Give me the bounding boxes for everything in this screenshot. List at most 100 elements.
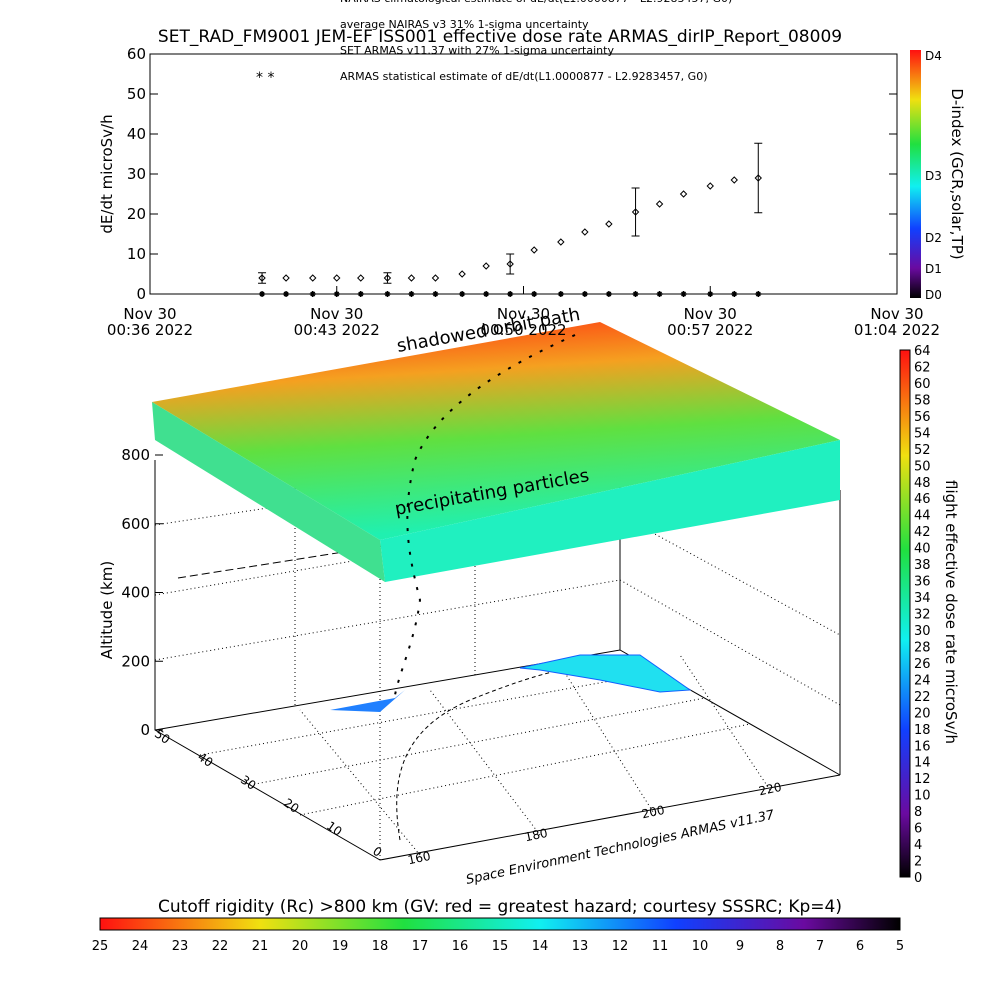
point <box>333 291 340 297</box>
colorbar-tick-label: 5 <box>896 939 904 954</box>
point <box>581 228 589 236</box>
colorbar-tick-label: 6 <box>914 822 922 837</box>
y-tick-label: 30 <box>127 165 146 183</box>
point <box>581 291 588 297</box>
point <box>357 274 365 282</box>
point <box>530 246 538 254</box>
rigidity-colorbar <box>99 917 901 931</box>
colorbar-tick-label: 13 <box>572 939 589 954</box>
point <box>655 200 664 208</box>
colorbar-tick-label: 58 <box>914 393 931 408</box>
dose-layer-top <box>152 322 840 540</box>
colorbar-tick-label: 2 <box>914 855 922 870</box>
colorbar-label: Cutoff rigidity (Rc) >800 km (GV: red = … <box>158 897 842 917</box>
colorbar-tick-label: 22 <box>914 690 931 705</box>
y-tick-label: 30 <box>238 773 259 793</box>
z-tick-label: 600 <box>121 515 150 533</box>
point <box>431 274 440 282</box>
point <box>432 291 439 297</box>
colorbar-tick-label: 23 <box>172 939 189 954</box>
y-tick-label: 10 <box>324 819 345 839</box>
dose-layer-front <box>380 440 840 582</box>
point <box>482 262 490 270</box>
grid-line <box>299 723 751 816</box>
colorbar-tick-label: 24 <box>132 939 149 954</box>
grid-line <box>299 709 421 856</box>
precipitation-region <box>519 654 692 693</box>
point <box>679 190 688 198</box>
z-tick-label: 0 <box>140 721 150 739</box>
point <box>632 291 639 297</box>
orbit-ground-track <box>396 669 561 841</box>
colorbar-tick-label: 62 <box>914 360 931 375</box>
colorbar-tick-label: D0 <box>925 288 942 302</box>
error-bar <box>631 187 640 237</box>
colorbar-tick-label: 6 <box>856 939 864 954</box>
y-tick-label: 0 <box>370 844 384 860</box>
colorbar-tick-label: 24 <box>914 673 931 688</box>
legend-symbol: * * <box>256 70 274 86</box>
x-tick-label: 160 <box>407 849 432 867</box>
colorbar-tick-label: 14 <box>532 939 549 954</box>
colorbar-tick-label: 8 <box>776 939 784 954</box>
point <box>557 291 564 297</box>
colorbar-tick-label: 11 <box>652 939 669 954</box>
colorbar-tick-label: 22 <box>212 939 229 954</box>
d-index-colorbar <box>910 50 921 298</box>
colorbar-tick-label: 7 <box>816 939 824 954</box>
colorbar-tick-label: 16 <box>914 739 931 754</box>
point <box>283 291 290 297</box>
legend-entry: SET ARMAS v11.37 with 27% 1-sigma uncert… <box>340 44 614 57</box>
error-bar <box>258 272 267 284</box>
y-tick-label: 40 <box>127 125 146 143</box>
error-bar <box>506 253 515 275</box>
colorbar-tick-label: 9 <box>736 939 744 954</box>
point <box>707 291 714 297</box>
grid-line <box>559 664 656 816</box>
grid-line <box>154 579 621 661</box>
colorbar-tick-label: 26 <box>914 657 931 672</box>
point <box>282 274 290 282</box>
colorbar-tick-label: 50 <box>914 459 931 474</box>
y-axis-label: dE/dt microSv/h <box>98 114 116 233</box>
colorbar-tick-label: 12 <box>914 772 931 787</box>
colorbar-tick-label: 52 <box>914 443 931 458</box>
y-tick-label: 50 <box>127 85 146 103</box>
annotation: Space Environment Technologies ARMAS v11… <box>465 808 777 888</box>
colorbar-tick-label: 16 <box>452 939 469 954</box>
point <box>333 274 341 282</box>
colorbar-tick-label: 64 <box>914 344 931 359</box>
colorbar-tick-label: 30 <box>914 624 931 639</box>
colorbar-tick-label: 14 <box>914 756 931 771</box>
x-tick-label: 220 <box>758 780 783 798</box>
colorbar-tick-label: 21 <box>252 939 269 954</box>
point <box>408 291 415 297</box>
colorbar-tick-label: 20 <box>914 706 931 721</box>
point <box>731 291 738 297</box>
point <box>706 182 714 190</box>
grid-line <box>619 514 841 636</box>
point <box>459 291 466 297</box>
point <box>407 274 416 282</box>
x-tick-label: Nov 30 01:04 2022 <box>853 305 941 339</box>
colorbar-tick-label: 32 <box>914 608 931 623</box>
colorbar-tick-label: 42 <box>914 525 931 540</box>
x-tick-label: Nov 30 00:36 2022 <box>106 305 194 339</box>
dose-layer-side <box>152 402 385 582</box>
orbit-path <box>394 334 576 696</box>
grid-3d <box>154 440 841 856</box>
point <box>259 291 266 297</box>
colorbar-label: flight effective dose rate microSv/h <box>942 480 960 744</box>
colorbar-tick-label: 34 <box>914 591 931 606</box>
colorbar-tick-label: 44 <box>914 509 931 524</box>
point <box>755 291 762 297</box>
colorbar-tick-label: 56 <box>914 410 931 425</box>
colorbar-tick-label: D1 <box>925 262 942 276</box>
colorbar-tick-label: 0 <box>914 871 922 886</box>
point <box>507 291 514 297</box>
error-bar <box>754 142 763 214</box>
z-tick-label: 400 <box>121 584 150 602</box>
colorbar-tick-label: 60 <box>914 377 931 392</box>
